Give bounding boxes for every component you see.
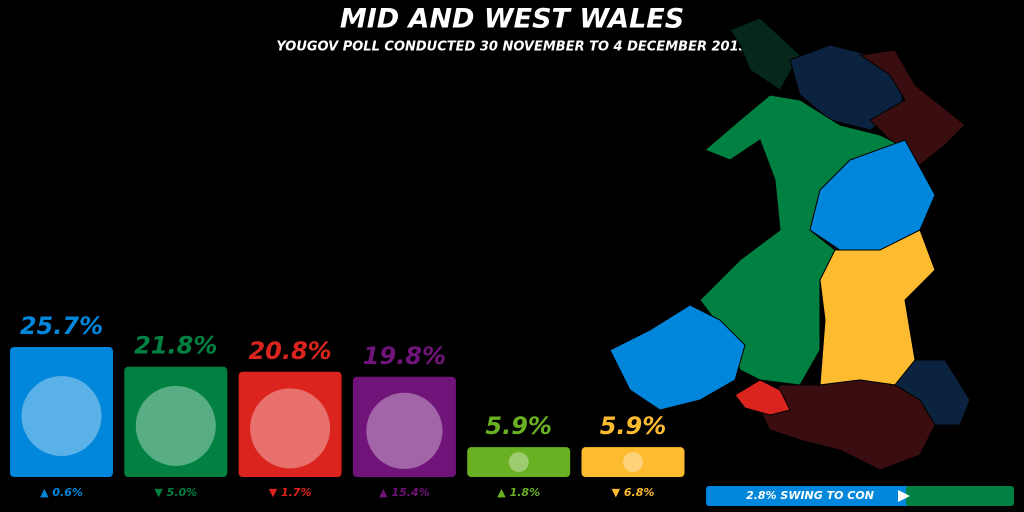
party-logo xyxy=(366,392,443,469)
party-logo xyxy=(21,375,102,456)
chart-subtitle: YOUGOV POLL CONDUCTED 30 NOVEMBER TO 4 D… xyxy=(276,40,747,55)
swing-arrow xyxy=(898,490,910,502)
value-label: 21.8% xyxy=(134,332,217,360)
value-label: 25.7% xyxy=(20,312,103,340)
party-logo xyxy=(508,452,529,473)
value-label: 20.8% xyxy=(248,337,331,365)
value-label: 5.9% xyxy=(485,412,552,440)
map xyxy=(609,17,971,471)
bar xyxy=(467,447,571,477)
swing-label: 2.8% SWING TO CON xyxy=(746,489,874,502)
chart-title: MID AND WEST WALES xyxy=(340,4,684,35)
bar xyxy=(10,346,113,477)
bar xyxy=(238,371,342,477)
change-label: ▼ 1.7% xyxy=(269,486,312,499)
swing-con xyxy=(706,486,910,506)
value-label: 19.8% xyxy=(363,342,446,370)
bar xyxy=(581,447,685,477)
bar xyxy=(124,366,228,477)
party-logo xyxy=(250,388,331,469)
swing-bar: 2.8% SWING TO CON xyxy=(706,486,1014,506)
change-label: ▲ 1.8% xyxy=(497,486,540,499)
party-logo xyxy=(623,452,643,473)
change-label: ▼ 5.0% xyxy=(154,486,197,499)
party-logo xyxy=(135,385,216,466)
swing-pc xyxy=(906,486,1014,506)
change-label: ▼ 6.8% xyxy=(612,486,655,499)
change-label: ▲ 0.6% xyxy=(40,486,83,499)
bar xyxy=(352,376,456,477)
value-label: 5.9% xyxy=(600,412,667,440)
change-label: ▲ 15.4% xyxy=(379,486,429,499)
